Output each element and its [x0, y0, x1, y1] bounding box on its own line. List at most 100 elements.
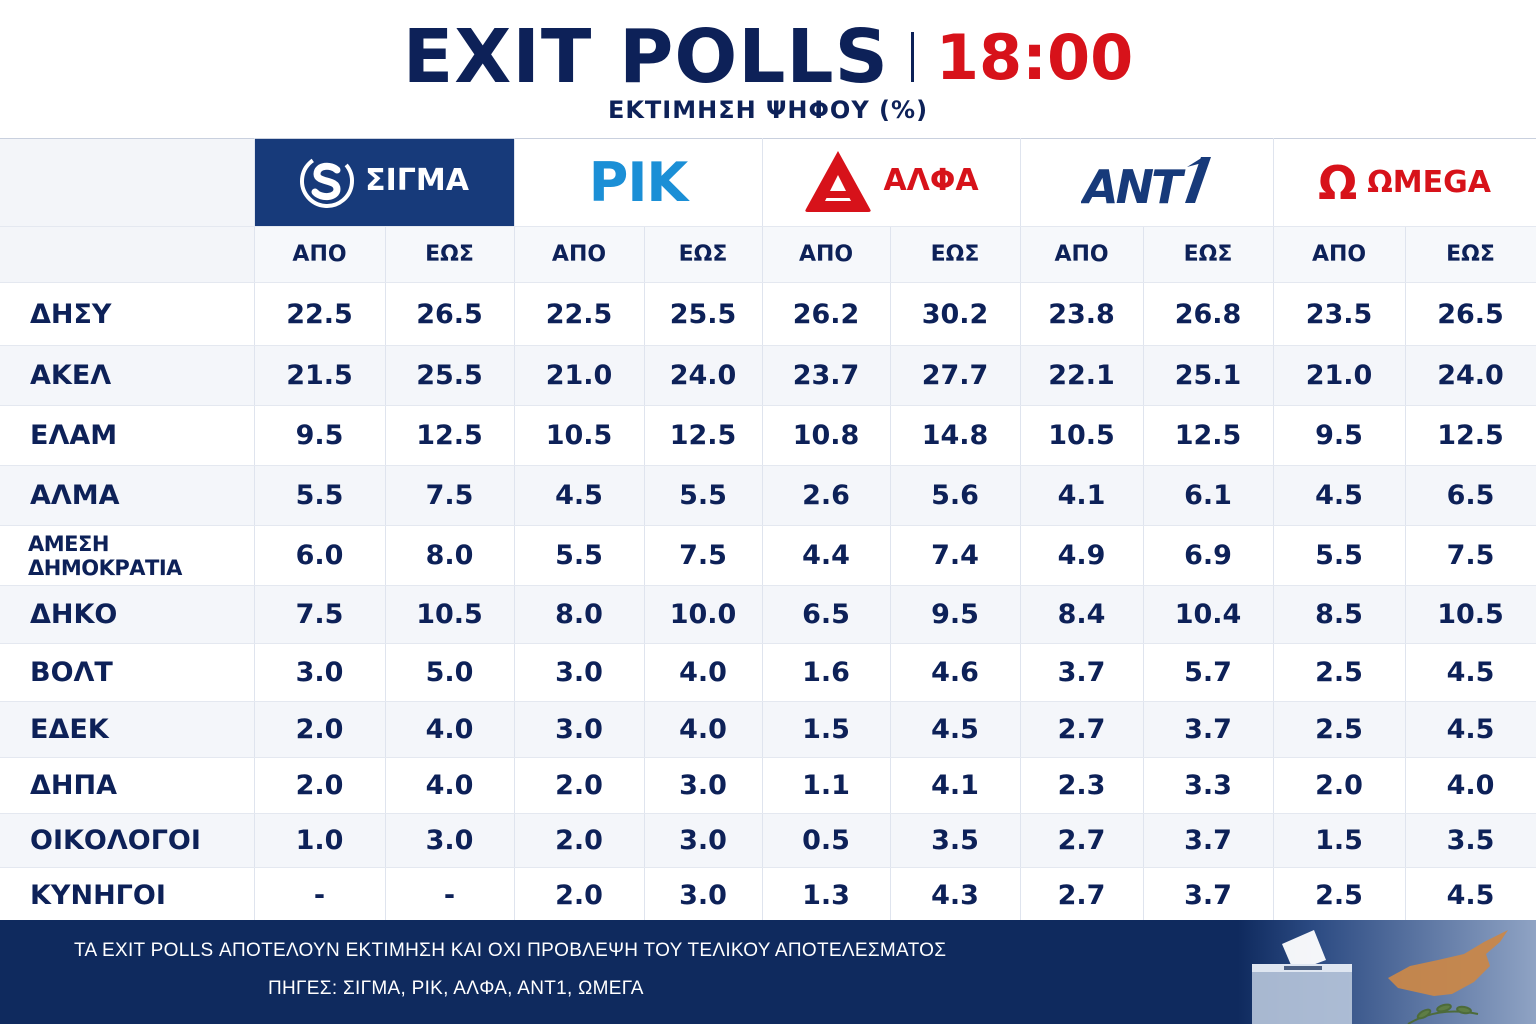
party-name: ΑΚΕΛ	[0, 345, 255, 406]
alfa-triangle-icon	[805, 150, 872, 212]
value-from-cell: 9.5	[254, 405, 386, 466]
svg-text:ANT: ANT	[1081, 160, 1186, 211]
value-to-cell: 4.5	[1405, 701, 1536, 758]
broadcaster-header-row: ΣΙΓΜΑ ΡΙΚ ΑΛΦΑ	[0, 138, 1536, 227]
value-from-cell: -	[254, 867, 386, 924]
value-from-cell: 4.4	[762, 525, 891, 586]
value-from-cell: 5.5	[254, 465, 386, 526]
value-to-cell: 6.1	[1143, 465, 1274, 526]
value-from-cell: 23.7	[762, 345, 891, 406]
value-to-cell: 14.8	[890, 405, 1021, 466]
table-row: ΔΗΚΟ 7.5 10.5 8.0 10.0 6.5 9.5 8.4 10.4 8.5 10.5	[0, 585, 1536, 644]
table-row: ΕΔΕΚ 2.0 4.0 3.0 4.0 1.5 4.5 2.7 3.7 2.5 4.5	[0, 701, 1536, 758]
value-to-cell: 3.5	[1405, 813, 1536, 868]
party-name: ΒΟΛΤ	[0, 643, 255, 702]
value-to-cell: 12.5	[644, 405, 763, 466]
value-from-cell: 2.3	[1020, 757, 1144, 814]
omega-icon: Ω	[1318, 155, 1358, 210]
value-to-cell: 7.5	[644, 525, 763, 586]
value-to-cell: 4.5	[1405, 643, 1536, 702]
value-to-cell: 25.1	[1143, 345, 1274, 406]
table-row: ΑΛΜΑ 5.5 7.5 4.5 5.5 2.6 5.6 4.1 6.1 4.5 6.5	[0, 465, 1536, 526]
value-from-cell: 0.5	[762, 813, 891, 868]
table-row: ΑΚΕΛ 21.5 25.5 21.0 24.0 23.7 27.7 22.1 25.1 21.0…	[0, 345, 1536, 406]
value-to-cell: 30.2	[890, 282, 1021, 346]
value-from-cell: 5.5	[1273, 525, 1406, 586]
broadcaster-rik: ΡΙΚ	[514, 138, 763, 227]
value-from-cell: 1.3	[762, 867, 891, 924]
value-to-cell: 4.1	[890, 757, 1021, 814]
range-from-label: ΑΠΟ	[1273, 226, 1406, 283]
value-from-cell: 2.5	[1273, 701, 1406, 758]
value-to-cell: 6.9	[1143, 525, 1274, 586]
value-from-cell: 8.0	[514, 585, 645, 644]
range-from-label: ΑΠΟ	[762, 226, 891, 283]
value-to-cell: 10.0	[644, 585, 763, 644]
value-from-cell: 2.6	[762, 465, 891, 526]
table-row: ΕΛΑΜ 9.5 12.5 10.5 12.5 10.8 14.8 10.5 12.5 9.5 12…	[0, 405, 1536, 466]
value-from-cell: 9.5	[1273, 405, 1406, 466]
value-to-cell: 4.3	[890, 867, 1021, 924]
value-from-cell: 23.5	[1273, 282, 1406, 346]
value-from-cell: 2.0	[514, 813, 645, 868]
range-to-label: ΕΩΣ	[385, 226, 515, 283]
footer: ΤΑ EXIT POLLS ΑΠΟΤΕΛΟΥΝ ΕΚΤΙΜΗΣΗ ΚΑΙ ΟΧΙ…	[0, 920, 1536, 1024]
value-from-cell: 21.0	[1273, 345, 1406, 406]
value-to-cell: 3.3	[1143, 757, 1274, 814]
title-divider	[910, 32, 914, 82]
value-from-cell: 3.0	[254, 643, 386, 702]
sources-line: ΠΗΓΕΣ: ΣΙΓΜΑ, ΡΙΚ, ΑΛΦΑ, ΑΝΤ1, ΩΜΕΓΑ	[268, 978, 644, 999]
party-name: ΟΙΚΟΛΟΓΟΙ	[0, 813, 255, 868]
value-from-cell: 10.8	[762, 405, 891, 466]
value-from-cell: 8.5	[1273, 585, 1406, 644]
value-from-cell: 2.0	[1273, 757, 1406, 814]
value-from-cell: 2.0	[254, 757, 386, 814]
broadcaster-name-sigma: ΣΙΓΜΑ	[365, 163, 469, 198]
value-to-cell: 10.5	[1405, 585, 1536, 644]
value-to-cell: 12.5	[1143, 405, 1274, 466]
table-row: ΔΗΣΥ 22.5 26.5 22.5 25.5 26.2 30.2 23.8 26.8 23.5…	[0, 282, 1536, 346]
value-from-cell: 2.0	[514, 867, 645, 924]
poll-time: 18:00	[935, 20, 1134, 94]
corner-cell	[0, 138, 255, 227]
table-row: ΑΜΕΣΗ ΔΗΜΟΚΡΑΤΙΑ 6.0 8.0 5.5 7.5 4.4 7.4 4.9 6.9…	[0, 525, 1536, 586]
table-row: ΒΟΛΤ 3.0 5.0 3.0 4.0 1.6 4.6 3.7 5.7 2.5 4.5	[0, 643, 1536, 702]
value-from-cell: 10.5	[1020, 405, 1144, 466]
value-to-cell: 26.8	[1143, 282, 1274, 346]
value-from-cell: 3.7	[1020, 643, 1144, 702]
value-to-cell: 8.0	[385, 525, 515, 586]
value-to-cell: 7.5	[385, 465, 515, 526]
value-to-cell: 3.5	[890, 813, 1021, 868]
broadcaster-alfa: ΑΛΦΑ	[762, 138, 1021, 227]
value-to-cell: 3.0	[644, 813, 763, 868]
value-to-cell: 4.5	[890, 701, 1021, 758]
party-name: ΕΛΑΜ	[0, 405, 255, 466]
table-row: ΔΗΠΑ 2.0 4.0 2.0 3.0 1.1 4.1 2.3 3.3 2.0 4.0	[0, 757, 1536, 814]
page-subtitle: ΕΚΤΙΜΗΣΗ ΨΗΦΟΥ (%)	[607, 96, 929, 124]
party-name: ΚΥΝΗΓΟΙ	[0, 867, 255, 924]
broadcaster-name-alfa: ΑΛΦΑ	[883, 163, 979, 198]
value-to-cell: 24.0	[644, 345, 763, 406]
party-name: ΔΗΠΑ	[0, 757, 255, 814]
value-from-cell: 2.5	[1273, 643, 1406, 702]
value-to-cell: 3.7	[1143, 701, 1274, 758]
value-to-cell: 4.0	[385, 701, 515, 758]
value-from-cell: 4.5	[514, 465, 645, 526]
header: EXIT POLLS 18:00 ΕΚΤΙΜΗΣΗ ΨΗΦΟΥ (%)	[0, 0, 1536, 138]
title-row: EXIT POLLS 18:00	[0, 14, 1536, 100]
value-from-cell: 2.7	[1020, 813, 1144, 868]
range-to-label: ΕΩΣ	[1405, 226, 1536, 283]
value-from-cell: 1.6	[762, 643, 891, 702]
disclaimer-note: ΤΑ EXIT POLLS ΑΠΟΤΕΛΟΥΝ ΕΚΤΙΜΗΣΗ ΚΑΙ ΟΧΙ…	[74, 940, 947, 961]
page-title: EXIT POLLS	[402, 14, 889, 100]
value-to-cell: 4.0	[644, 643, 763, 702]
value-to-cell: 5.0	[385, 643, 515, 702]
value-to-cell: 24.0	[1405, 345, 1536, 406]
range-header-row: ΑΠΟ ΕΩΣ ΑΠΟ ΕΩΣ ΑΠΟ ΕΩΣ ΑΠΟ ΕΩΣ ΑΠΟ ΕΩΣ	[0, 226, 1536, 283]
value-from-cell: 1.1	[762, 757, 891, 814]
value-from-cell: 1.5	[1273, 813, 1406, 868]
value-to-cell: 6.5	[1405, 465, 1536, 526]
range-to-label: ΕΩΣ	[644, 226, 763, 283]
value-to-cell: 5.7	[1143, 643, 1274, 702]
value-from-cell: 4.9	[1020, 525, 1144, 586]
